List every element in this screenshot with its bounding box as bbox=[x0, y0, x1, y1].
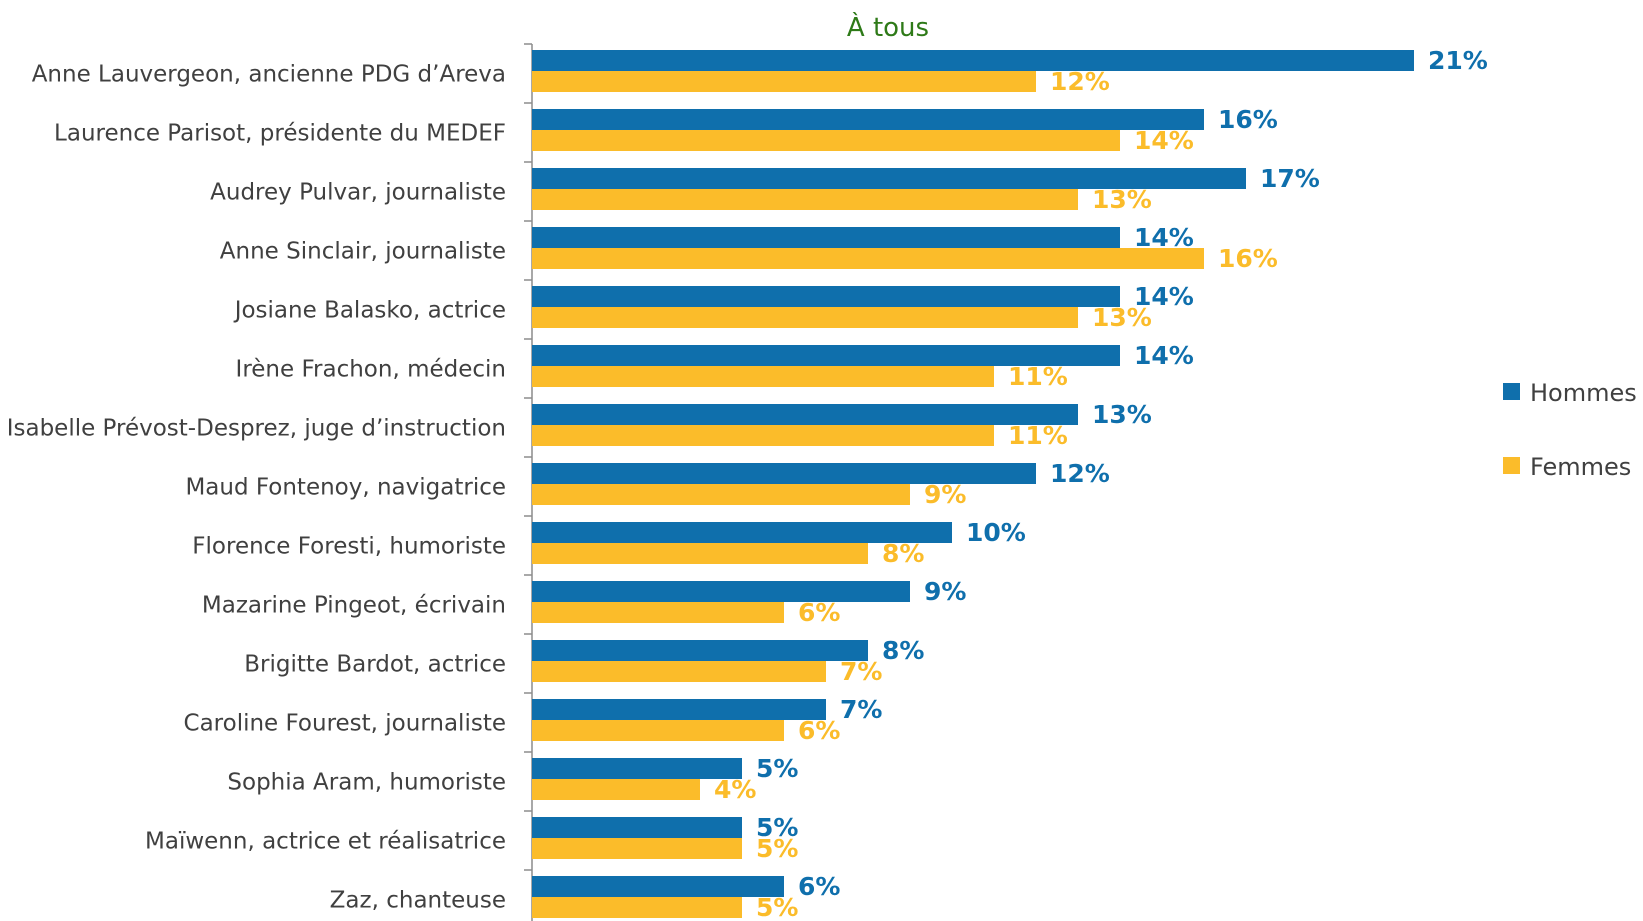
data-label-hommes: 8% bbox=[882, 636, 924, 665]
category-label: Josiane Balasko, actrice bbox=[233, 298, 506, 324]
bar-femmes bbox=[532, 130, 1120, 151]
bar-hommes bbox=[532, 522, 952, 543]
data-label-hommes: 14% bbox=[1134, 341, 1194, 370]
category-label: Audrey Pulvar, journaliste bbox=[210, 180, 506, 206]
bar-hommes bbox=[532, 876, 784, 897]
data-label-hommes: 12% bbox=[1050, 459, 1110, 488]
bar-femmes bbox=[532, 602, 784, 623]
bar-hommes bbox=[532, 463, 1036, 484]
data-label-femmes: 14% bbox=[1134, 126, 1194, 155]
bar-femmes bbox=[532, 425, 994, 446]
category-label: Zaz, chanteuse bbox=[330, 888, 506, 914]
data-label-femmes: 6% bbox=[798, 598, 840, 627]
bar-hommes bbox=[532, 109, 1204, 130]
data-label-femmes: 4% bbox=[714, 775, 756, 804]
data-label-hommes: 10% bbox=[966, 518, 1026, 547]
data-label-hommes: 5% bbox=[756, 813, 798, 842]
data-label-femmes: 11% bbox=[1008, 362, 1068, 391]
bar-hommes bbox=[532, 168, 1246, 189]
category-label: Brigitte Bardot, actrice bbox=[244, 652, 506, 678]
bar-hommes bbox=[532, 50, 1414, 71]
bar-femmes bbox=[532, 779, 700, 800]
bar-femmes bbox=[532, 897, 742, 918]
data-label-hommes: 7% bbox=[840, 695, 882, 724]
data-label-hommes: 17% bbox=[1260, 164, 1320, 193]
data-label-hommes: 21% bbox=[1428, 46, 1488, 75]
bar-hommes bbox=[532, 758, 742, 779]
category-label: Isabelle Prévost-Desprez, juge d’instruc… bbox=[7, 416, 506, 442]
legend: Hommes Femmes bbox=[1503, 379, 1637, 481]
bar-femmes bbox=[532, 307, 1078, 328]
bar-femmes bbox=[532, 248, 1204, 269]
bar-femmes bbox=[532, 720, 784, 741]
category-label: Anne Sinclair, journaliste bbox=[220, 239, 506, 265]
bar-femmes bbox=[532, 543, 868, 564]
category-label: Sophia Aram, humoriste bbox=[227, 770, 506, 796]
category-label: Mazarine Pingeot, écrivain bbox=[202, 593, 506, 619]
bar-hommes bbox=[532, 227, 1120, 248]
bar-hommes bbox=[532, 404, 1078, 425]
data-label-femmes: 13% bbox=[1092, 185, 1152, 214]
data-label-femmes: 6% bbox=[798, 716, 840, 745]
data-label-hommes: 14% bbox=[1134, 282, 1194, 311]
bar-femmes bbox=[532, 366, 994, 387]
plot-area: Anne Lauvergeon, ancienne PDG d’Areva 21%… bbox=[7, 43, 1488, 921]
bar-femmes bbox=[532, 484, 910, 505]
bar-hommes bbox=[532, 699, 826, 720]
category-label: Florence Foresti, humoriste bbox=[192, 534, 506, 560]
legend-label-femmes: Femmes bbox=[1530, 453, 1631, 481]
data-label-hommes: 9% bbox=[924, 577, 966, 606]
data-label-hommes: 14% bbox=[1134, 223, 1194, 252]
data-label-femmes: 8% bbox=[882, 539, 924, 568]
legend-swatch-femmes bbox=[1503, 457, 1520, 474]
data-label-femmes: 16% bbox=[1218, 244, 1278, 273]
bar-femmes bbox=[532, 71, 1036, 92]
data-label-femmes: 5% bbox=[756, 893, 798, 921]
data-label-femmes: 7% bbox=[840, 657, 882, 686]
data-label-hommes: 5% bbox=[756, 754, 798, 783]
chart-title: À tous bbox=[847, 11, 929, 43]
bar-hommes bbox=[532, 640, 868, 661]
data-label-femmes: 5% bbox=[756, 834, 798, 863]
data-label-hommes: 13% bbox=[1092, 400, 1152, 429]
category-label: Caroline Fourest, journaliste bbox=[184, 711, 506, 737]
legend-swatch-hommes bbox=[1503, 383, 1520, 400]
category-label: Irène Frachon, médecin bbox=[236, 357, 506, 383]
category-label: Maud Fontenoy, navigatrice bbox=[185, 475, 506, 501]
data-label-hommes: 6% bbox=[798, 872, 840, 901]
legend-label-hommes: Hommes bbox=[1530, 379, 1637, 407]
data-label-femmes: 12% bbox=[1050, 67, 1110, 96]
bar-femmes bbox=[532, 189, 1078, 210]
category-label: Maïwenn, actrice et réalisatrice bbox=[145, 829, 506, 855]
bar-hommes bbox=[532, 581, 910, 602]
bar-femmes bbox=[532, 838, 742, 859]
bar-hommes bbox=[532, 286, 1120, 307]
bar-hommes bbox=[532, 817, 742, 838]
category-label: Anne Lauvergeon, ancienne PDG d’Areva bbox=[32, 62, 506, 88]
data-label-hommes: 16% bbox=[1218, 105, 1278, 134]
data-label-femmes: 13% bbox=[1092, 303, 1152, 332]
data-label-femmes: 9% bbox=[924, 480, 966, 509]
bar-femmes bbox=[532, 661, 826, 682]
category-label: Laurence Parisot, présidente du MEDEF bbox=[54, 121, 506, 147]
data-label-femmes: 11% bbox=[1008, 421, 1068, 450]
bar-hommes bbox=[532, 345, 1120, 366]
